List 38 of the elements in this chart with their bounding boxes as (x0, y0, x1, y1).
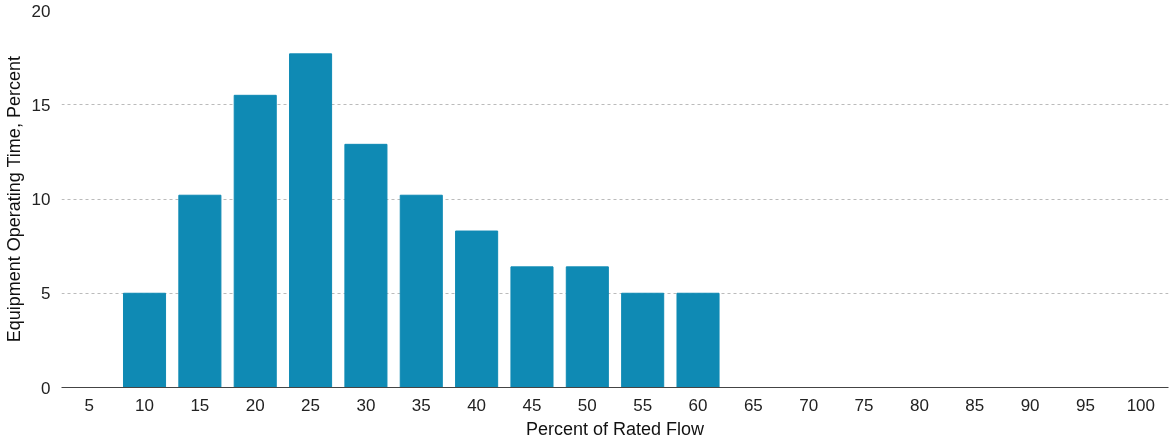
bar (122, 292, 167, 388)
x-axis-title: Percent of Rated Flow (525, 418, 706, 439)
x-tick-label: 10 (135, 395, 154, 415)
x-tick-label: 90 (1020, 395, 1040, 415)
y-tick-label: 0 (41, 378, 51, 398)
x-tick-label: 35 (411, 395, 431, 415)
bar (565, 266, 609, 388)
bar (455, 230, 499, 388)
y-tick-label: 10 (31, 190, 51, 209)
bar (233, 94, 277, 388)
bar (399, 194, 443, 388)
y-tick-label: 5 (41, 284, 51, 304)
x-tick-label: 55 (633, 395, 653, 415)
y-tick-label: 20 (31, 1, 51, 21)
bar (178, 194, 222, 388)
bar (289, 53, 333, 388)
y-tick-label: 15 (31, 95, 51, 115)
x-tick-label: 75 (854, 395, 874, 415)
x-tick-label: 100 (1126, 395, 1156, 415)
x-tick-label: 85 (965, 395, 985, 415)
x-tick-label: 45 (522, 395, 542, 415)
x-tick-label: 40 (467, 395, 487, 415)
x-tick-label: 65 (743, 395, 763, 415)
x-tick-label: 5 (84, 395, 94, 415)
x-tick-label: 95 (1076, 395, 1095, 415)
x-tick-label: 60 (688, 395, 708, 415)
x-tick-label: 30 (356, 395, 376, 415)
x-tick-label: 15 (190, 395, 210, 415)
bar (676, 292, 720, 388)
x-tick-label: 50 (577, 395, 597, 415)
bar (621, 292, 665, 388)
bar (510, 266, 554, 388)
y-axis-title: Equipment Operating Time, Percent (3, 56, 24, 343)
x-tick-label: 25 (301, 395, 321, 415)
x-tick-label: 20 (245, 395, 265, 415)
x-tick-label: 80 (909, 395, 929, 415)
bar (344, 143, 388, 388)
x-tick-label: 70 (799, 395, 819, 415)
